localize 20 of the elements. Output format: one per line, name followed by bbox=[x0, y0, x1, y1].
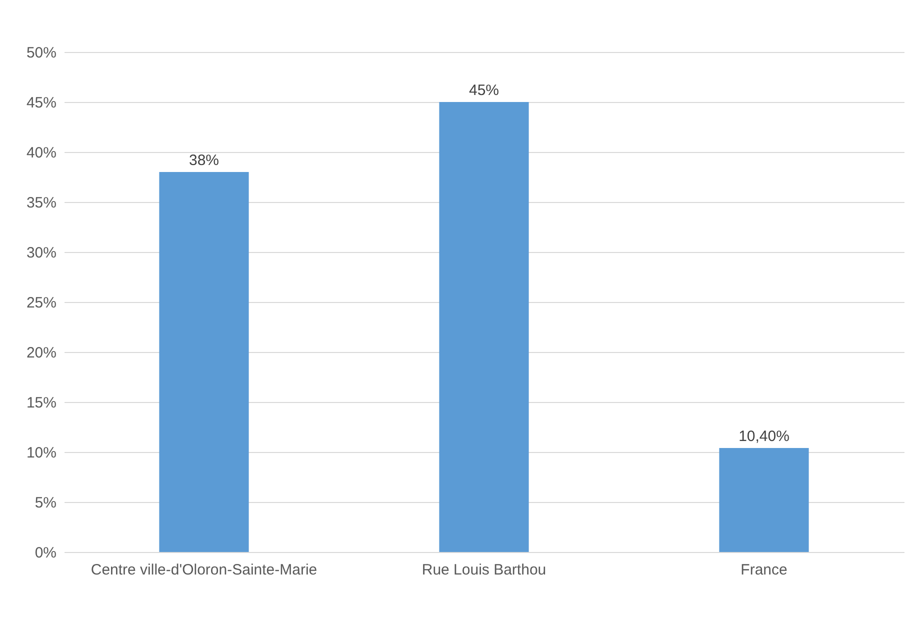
bar bbox=[159, 172, 249, 552]
y-tick-label: 20% bbox=[26, 344, 56, 362]
y-tick-label: 35% bbox=[26, 194, 56, 212]
y-tick-label: 40% bbox=[26, 144, 56, 162]
data-label: 45% bbox=[468, 82, 500, 99]
y-tick-label: 5% bbox=[34, 494, 56, 512]
y-tick-label: 25% bbox=[26, 294, 56, 312]
x-tick-label: Rue Louis Barthou bbox=[422, 562, 546, 578]
data-label: 38% bbox=[188, 152, 220, 169]
y-tick-label: 10% bbox=[26, 444, 56, 462]
y-tick-label: 15% bbox=[26, 394, 56, 412]
bar bbox=[719, 448, 809, 552]
bar bbox=[439, 102, 529, 552]
y-tick-label: 45% bbox=[26, 94, 56, 112]
y-tick-label: 50% bbox=[26, 44, 56, 62]
y-tick-label: 0% bbox=[34, 544, 56, 562]
x-tick-label: France bbox=[740, 562, 788, 578]
y-tick-label: 30% bbox=[26, 244, 56, 262]
x-tick-label: Centre ville-d'Oloron-Sainte-Marie bbox=[90, 562, 318, 578]
data-label: 10,40% bbox=[738, 428, 790, 445]
